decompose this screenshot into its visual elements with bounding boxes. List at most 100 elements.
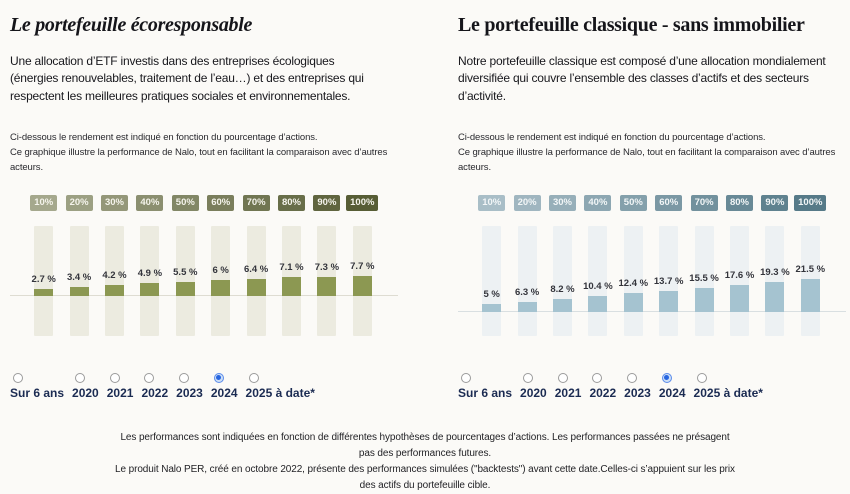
- bar-70[interactable]: [246, 279, 266, 296]
- allocation-badge-60: 60%: [655, 195, 683, 211]
- bar-value-label: 10.4 %: [583, 280, 613, 292]
- bar-90[interactable]: [317, 276, 337, 296]
- year-option-2023[interactable]: 2023: [176, 372, 203, 400]
- bar-value-label: 6.3 %: [514, 287, 540, 299]
- bar-50[interactable]: [175, 281, 195, 296]
- bar-column-70: 15.5 %: [686, 225, 721, 336]
- allocation-badge-20: 20%: [513, 195, 541, 211]
- bar-value-label: 5 %: [483, 289, 500, 301]
- bar-30[interactable]: [104, 284, 124, 296]
- bar-value-label: 21.5 %: [795, 263, 826, 275]
- bar-100[interactable]: [352, 275, 372, 296]
- bar-track: [104, 225, 124, 336]
- year-option-sur-6-ans[interactable]: Sur 6 ans: [458, 372, 512, 400]
- bar-50[interactable]: [623, 292, 643, 312]
- bar-10[interactable]: [34, 288, 54, 296]
- bar-value-label: 6.4 %: [243, 264, 269, 276]
- bar-60[interactable]: [211, 280, 231, 296]
- bar-column-40: 4.9 %: [132, 225, 167, 336]
- performance-disclaimer: Les performances sont indiquées en fonct…: [113, 430, 738, 494]
- year-option-2022[interactable]: 2022: [589, 372, 617, 400]
- bar-plot: 5 % 6.3 % 8.2 % 10.4 % 12.4 % 13.7 % 15.5 % 17.…: [458, 225, 846, 336]
- bar-30[interactable]: [552, 299, 572, 312]
- radio-icon[interactable]: [557, 372, 568, 383]
- bar-40[interactable]: [140, 283, 160, 296]
- year-option-2024[interactable]: 2024: [211, 372, 238, 400]
- bar-track: [482, 225, 502, 336]
- allocation-badge-100: 100%: [794, 195, 827, 211]
- radio-icon[interactable]: [592, 372, 603, 383]
- bar-column-80: 7.1 %: [274, 225, 309, 336]
- bar-track: [517, 225, 537, 336]
- bar-column-30: 4.2 %: [97, 225, 132, 336]
- bar-value-label: 15.5 %: [689, 273, 719, 285]
- bar-80[interactable]: [281, 277, 301, 296]
- year-option-2023[interactable]: 2023: [624, 372, 651, 400]
- allocation-badge-40: 40%: [584, 195, 612, 211]
- bar-40[interactable]: [588, 295, 608, 312]
- bar-20[interactable]: [517, 302, 537, 312]
- disclaimer-paragraph: Les performances sont indiquées en fonct…: [120, 431, 730, 459]
- allocation-badge-10: 10%: [478, 195, 506, 211]
- allocation-badge-20: 20%: [65, 195, 93, 211]
- bar-70[interactable]: [694, 288, 714, 312]
- allocation-badge-50: 50%: [619, 195, 647, 211]
- radio-icon[interactable]: [627, 372, 638, 383]
- bar-value-label: 19.3 %: [760, 267, 790, 279]
- radio-icon[interactable]: [109, 372, 120, 383]
- year-label: 2025 à date*: [693, 385, 763, 400]
- radio-icon[interactable]: [13, 372, 23, 383]
- bar-column-50: 12.4 %: [616, 225, 651, 336]
- year-option-2021[interactable]: 2021: [107, 372, 133, 400]
- bar-value-label: 5.5 %: [173, 266, 198, 278]
- year-option-2020[interactable]: 2020: [72, 372, 99, 400]
- bar-value-label: 4.9 %: [137, 268, 163, 280]
- bar-column-60: 6 %: [203, 225, 238, 336]
- bar-90[interactable]: [765, 282, 785, 312]
- bar-20[interactable]: [69, 287, 89, 296]
- bar-60[interactable]: [659, 290, 679, 312]
- year-option-2025-date[interactable]: 2025 à date*: [693, 372, 763, 400]
- bar-value-label: 4.2 %: [102, 269, 127, 281]
- year-label: Sur 6 ans: [10, 385, 65, 400]
- bar-column-90: 19.3 %: [757, 225, 792, 336]
- allocation-badge-80: 80%: [277, 195, 305, 211]
- bar-column-20: 3.4 %: [61, 225, 96, 336]
- radio-selected-icon[interactable]: [661, 372, 672, 383]
- bar-value-label: 17.6 %: [724, 269, 755, 281]
- allocation-badges: 10% 20% 30% 40% 50% 60% 70% 80% 90% 100%: [26, 195, 380, 211]
- radio-icon[interactable]: [248, 372, 259, 383]
- year-option-2021[interactable]: 2021: [554, 372, 582, 400]
- radio-icon[interactable]: [75, 372, 86, 383]
- year-option-2022[interactable]: 2022: [141, 372, 168, 400]
- year-option-sur-6-ans[interactable]: Sur 6 ans: [10, 372, 65, 400]
- bar-column-100: 21.5 %: [793, 225, 828, 336]
- year-label: 2021: [554, 385, 582, 400]
- year-label: 2022: [589, 385, 617, 400]
- radio-icon[interactable]: [523, 372, 534, 383]
- disclaimer-paragraph: Le produit Nalo PER, créé en octobre 202…: [115, 463, 735, 491]
- panel-ecoresponsable: Le portefeuille écoresponsable Une alloc…: [0, 12, 425, 400]
- bar-track: [729, 225, 749, 336]
- radio-selected-icon[interactable]: [213, 372, 224, 383]
- year-selector: Sur 6 ans 2020 2021 2022 2023 2024 2025 à date…: [10, 372, 405, 400]
- bar-column-100: 7.7 %: [345, 225, 380, 336]
- allocation-badge-60: 60%: [207, 195, 235, 211]
- bar-80[interactable]: [729, 284, 749, 312]
- radio-icon[interactable]: [179, 372, 190, 383]
- panel-classique: Le portefeuille classique - sans immobil…: [425, 12, 850, 400]
- year-option-2024[interactable]: 2024: [659, 372, 686, 400]
- allocation-badges: 10% 20% 30% 40% 50% 60% 70% 80% 90% 100%: [474, 195, 828, 211]
- panel-chart-note: Ci-dessous le rendement est indiqué en f…: [458, 132, 836, 173]
- year-option-2025-date[interactable]: 2025 à date*: [246, 372, 315, 400]
- year-option-2020[interactable]: 2020: [520, 372, 547, 400]
- radio-icon[interactable]: [461, 372, 471, 383]
- panel-title: Le portefeuille écoresponsable: [10, 14, 253, 36]
- bar-10[interactable]: [482, 304, 502, 312]
- bar-column-70: 6.4 %: [238, 225, 273, 336]
- portfolio-comparison: Le portefeuille écoresponsable Une alloc…: [0, 12, 850, 400]
- radio-icon[interactable]: [696, 372, 707, 383]
- allocation-badge-70: 70%: [242, 195, 270, 211]
- bar-100[interactable]: [800, 278, 820, 312]
- radio-icon[interactable]: [144, 372, 155, 383]
